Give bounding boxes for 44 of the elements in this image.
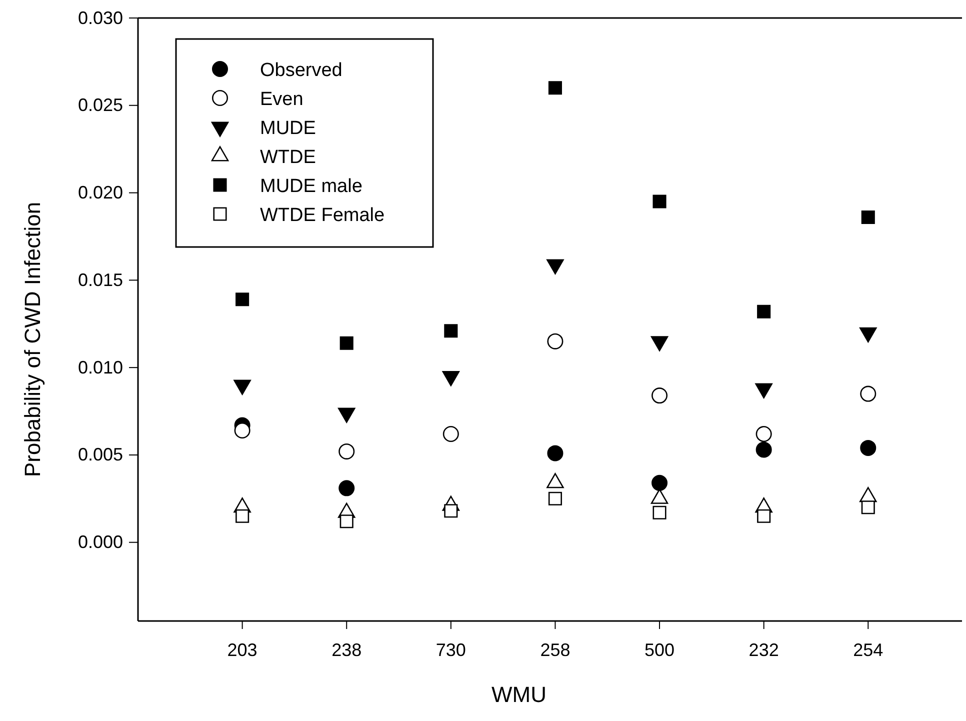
y-tick-label: 0.005	[78, 444, 123, 465]
point	[340, 336, 354, 350]
x-tick-label: 254	[853, 640, 884, 660]
point	[234, 422, 250, 438]
x-tick-label: 500	[644, 640, 675, 660]
point	[757, 509, 771, 523]
legend-label: WTDE Female	[260, 205, 385, 226]
point	[547, 445, 564, 462]
point	[444, 504, 458, 518]
legend-label: MUDE male	[260, 176, 362, 197]
point	[652, 194, 666, 208]
y-tick-label: 0.015	[78, 270, 123, 290]
point	[757, 304, 771, 318]
point	[236, 292, 250, 306]
point	[860, 386, 876, 402]
y-tick-label: 0.030	[78, 8, 123, 28]
legend-label: WTDE	[260, 147, 316, 168]
legend-label: MUDE	[260, 118, 316, 139]
x-tick-label: 730	[436, 640, 466, 660]
point	[340, 514, 354, 528]
x-tick-label: 238	[332, 640, 362, 660]
x-tick-label: 232	[748, 640, 779, 660]
point	[548, 492, 562, 506]
point	[236, 509, 250, 523]
legend-label: Observed	[260, 60, 342, 81]
point	[860, 440, 876, 456]
y-tick-label: 0.010	[78, 357, 123, 378]
x-tick-label: 258	[540, 640, 570, 660]
point	[861, 210, 875, 224]
point	[652, 474, 668, 491]
point	[756, 442, 772, 458]
point	[548, 81, 562, 95]
y-tick-label: 0.020	[78, 182, 123, 203]
point	[547, 333, 564, 350]
point	[861, 500, 875, 514]
y-tick-label: 0.025	[78, 95, 123, 116]
point	[338, 480, 355, 496]
point	[444, 324, 458, 338]
y-tick-label: 0.000	[78, 532, 123, 552]
point	[652, 506, 666, 520]
legend-label: Even	[260, 89, 304, 110]
x-tick-label: 203	[227, 640, 258, 660]
x-axis-title: WMU	[492, 682, 546, 707]
y-axis-title: Probability of CWD Infection	[20, 202, 45, 478]
